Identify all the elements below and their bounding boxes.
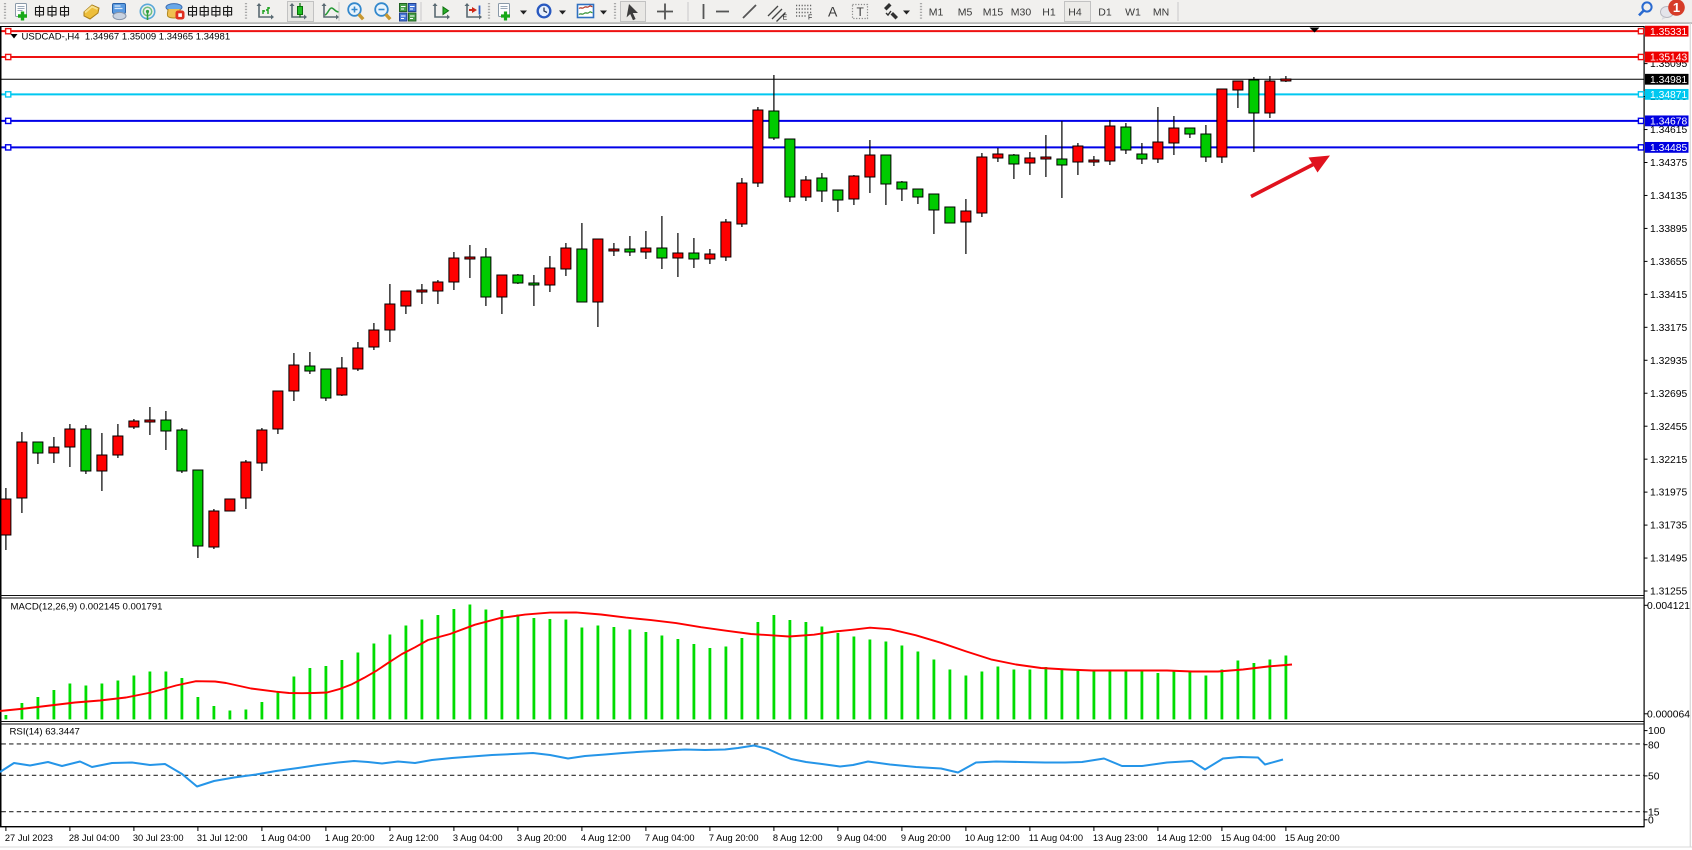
svg-text:1.31495: 1.31495 <box>1650 554 1687 565</box>
svg-text:31 Jul 12:00: 31 Jul 12:00 <box>197 833 248 843</box>
svg-text:13 Aug 23:00: 13 Aug 23:00 <box>1093 833 1148 843</box>
svg-text:RSI(14) 63.3447: RSI(14) 63.3447 <box>10 727 80 738</box>
svg-text:14 Aug 12:00: 14 Aug 12:00 <box>1157 833 1212 843</box>
svg-text:1.33655: 1.33655 <box>1650 257 1687 268</box>
svg-text:W1: W1 <box>1125 7 1141 19</box>
svg-text:F: F <box>808 15 812 22</box>
svg-text:M15: M15 <box>983 7 1004 19</box>
svg-text:1.34135: 1.34135 <box>1650 191 1687 202</box>
svg-text:80: 80 <box>1648 740 1660 751</box>
svg-text:9 Aug 04:00: 9 Aug 04:00 <box>837 833 887 843</box>
svg-text:1.35143: 1.35143 <box>1650 53 1687 64</box>
svg-text:100: 100 <box>1648 726 1665 737</box>
svg-text:1.32935: 1.32935 <box>1650 356 1687 367</box>
svg-text:MACD(12,26,9) 0.002145 0.00179: MACD(12,26,9) 0.002145 0.001791 <box>11 602 163 613</box>
svg-text:2 Aug 12:00: 2 Aug 12:00 <box>389 833 439 843</box>
svg-text:1.35331: 1.35331 <box>1650 27 1687 38</box>
svg-text:8 Aug 12:00: 8 Aug 12:00 <box>773 833 823 843</box>
svg-text:3 Aug 20:00: 3 Aug 20:00 <box>517 833 567 843</box>
svg-text:30 Jul 23:00: 30 Jul 23:00 <box>133 833 184 843</box>
svg-text:H4: H4 <box>1068 7 1082 19</box>
svg-text:4 Aug 12:00: 4 Aug 12:00 <box>581 833 631 843</box>
svg-text:0: 0 <box>1648 815 1654 826</box>
svg-text:D1: D1 <box>1098 7 1112 19</box>
svg-text:M5: M5 <box>958 7 973 19</box>
svg-text:H1: H1 <box>1042 7 1056 19</box>
svg-text:1.31975: 1.31975 <box>1650 488 1687 499</box>
svg-text:A: A <box>828 4 838 20</box>
svg-text:7 Aug 20:00: 7 Aug 20:00 <box>709 833 759 843</box>
svg-text:1.34871: 1.34871 <box>1650 90 1687 101</box>
svg-text:T: T <box>857 5 865 19</box>
svg-text:1.31255: 1.31255 <box>1650 587 1687 598</box>
svg-text:10 Aug 12:00: 10 Aug 12:00 <box>965 833 1020 843</box>
svg-text:1.31735: 1.31735 <box>1650 521 1687 532</box>
svg-text:MN: MN <box>1153 7 1169 19</box>
svg-text:9 Aug 20:00: 9 Aug 20:00 <box>901 833 951 843</box>
svg-text:1.32695: 1.32695 <box>1650 389 1687 400</box>
svg-text:50: 50 <box>1648 772 1660 783</box>
svg-text:28 Jul 04:00: 28 Jul 04:00 <box>69 833 120 843</box>
svg-text:1.35095: 1.35095 <box>1650 59 1687 70</box>
svg-text:1 Aug 20:00: 1 Aug 20:00 <box>325 833 375 843</box>
svg-text:1.32215: 1.32215 <box>1650 455 1687 466</box>
svg-text:0.000064: 0.000064 <box>1647 709 1690 720</box>
svg-text:7 Aug 04:00: 7 Aug 04:00 <box>645 833 695 843</box>
svg-text:11 Aug 04:00: 11 Aug 04:00 <box>1029 833 1083 843</box>
svg-text:1.34678: 1.34678 <box>1650 116 1687 127</box>
svg-text:E: E <box>783 15 788 22</box>
svg-text:27 Jul 2023: 27 Jul 2023 <box>5 833 53 843</box>
svg-text:1.33415: 1.33415 <box>1650 290 1687 301</box>
svg-text:3 Aug 04:00: 3 Aug 04:00 <box>453 833 503 843</box>
svg-text:1.34485: 1.34485 <box>1650 143 1687 154</box>
svg-text:1.33895: 1.33895 <box>1650 224 1687 235</box>
svg-text:1.34615: 1.34615 <box>1650 125 1687 136</box>
svg-text:1.33175: 1.33175 <box>1650 323 1687 334</box>
svg-text:1.34375: 1.34375 <box>1650 158 1687 169</box>
svg-text:M1: M1 <box>929 7 944 19</box>
svg-text:15 Aug 20:00: 15 Aug 20:00 <box>1285 833 1340 843</box>
svg-text:1.32455: 1.32455 <box>1650 422 1687 433</box>
svg-text:USDCAD-,H4 1.34967 1.35009 1.: USDCAD-,H4 1.34967 1.35009 1.34965 1.349… <box>22 32 231 43</box>
svg-text:1.34981: 1.34981 <box>1650 75 1687 86</box>
svg-text:1 Aug 04:00: 1 Aug 04:00 <box>261 833 311 843</box>
svg-text:15: 15 <box>1648 808 1660 819</box>
svg-text:1: 1 <box>1673 0 1680 15</box>
svg-text:0.004121: 0.004121 <box>1647 601 1690 612</box>
svg-text:15 Aug 04:00: 15 Aug 04:00 <box>1221 833 1276 843</box>
svg-text:M30: M30 <box>1011 7 1032 19</box>
